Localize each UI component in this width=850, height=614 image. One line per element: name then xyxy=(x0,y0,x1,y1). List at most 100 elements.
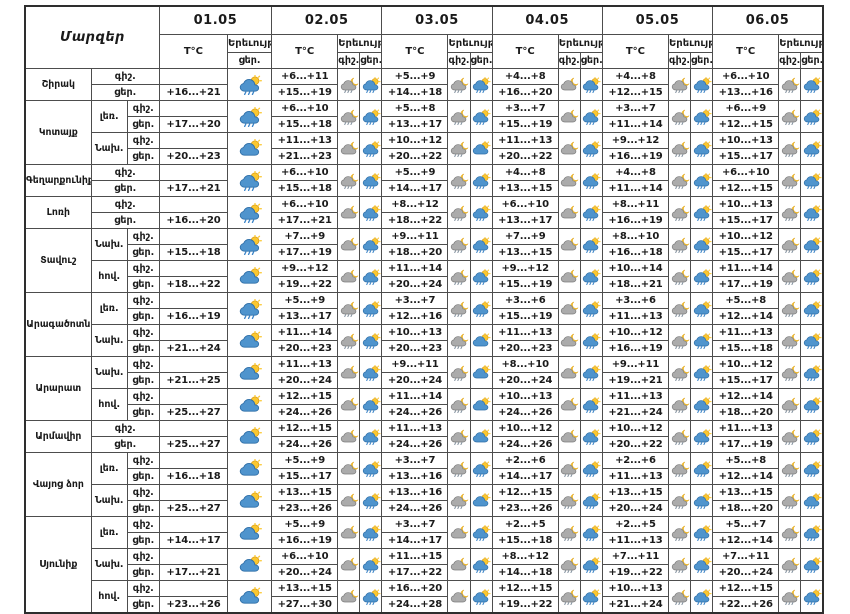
weather-icon-cell xyxy=(800,260,824,293)
temp-day-cell: +17...+22 xyxy=(381,564,449,581)
weather-icon-cell xyxy=(226,548,273,581)
sun-cloud-rain-icon xyxy=(362,140,381,157)
moon-cloud-icon xyxy=(561,429,579,442)
temp-night-cell: +5...+9 xyxy=(271,452,339,469)
moon-cloud-rain-icon xyxy=(450,205,469,221)
temp-night-cell: +13...+15 xyxy=(271,580,339,597)
temp-night-cell: +13...+15 xyxy=(271,484,339,501)
temp-day-cell: +19...+22 xyxy=(271,276,339,293)
sun-cloud-rain-icon xyxy=(583,108,601,125)
weather-icon-cell xyxy=(778,388,802,421)
weather-icon-cell xyxy=(579,356,603,389)
temp-night-cell xyxy=(158,356,228,373)
weather-icon-cell xyxy=(800,228,824,261)
temp-night-cell: +6...+11 xyxy=(271,68,339,85)
weather-icon-cell xyxy=(359,388,383,421)
time-night-cell: գիշ. xyxy=(126,452,160,469)
weather-icon-cell xyxy=(778,196,802,229)
weather-icon-cell xyxy=(778,356,802,389)
sun-cloud-rain-icon xyxy=(693,492,712,509)
weather-icon-cell xyxy=(337,324,361,357)
weather-icon-cell xyxy=(778,132,802,165)
weather-icon-cell xyxy=(557,132,581,165)
time-night-cell: գիշ. xyxy=(126,580,160,597)
night-subheader: գիշ. xyxy=(447,52,471,69)
moon-cloud-rain-icon xyxy=(781,109,800,125)
moon-cloud-rain-icon xyxy=(781,397,800,413)
sun-cloud-rain-icon xyxy=(362,556,381,573)
date-header: 03.05 xyxy=(381,5,493,35)
sun-cloud-rain-icon xyxy=(693,108,712,125)
weather-icon-cell xyxy=(557,548,581,581)
time-night-cell: գիշ. xyxy=(90,196,160,213)
weather-icon-cell xyxy=(690,100,714,133)
temp-night-cell: +10...+13 xyxy=(381,324,449,341)
weather-icon-cell xyxy=(226,580,273,614)
time-day-cell: ցեր. xyxy=(90,436,160,453)
table-row: Գեղարքունիք գիշ. +6...+10 +5...+9 +4...+8 +4.… xyxy=(24,164,824,197)
weather-icon-cell xyxy=(359,580,383,614)
weather-icon-cell xyxy=(226,68,273,101)
weather-icon-cell xyxy=(557,100,581,133)
weather-icon-cell xyxy=(359,484,383,517)
weather-icon-cell xyxy=(226,324,273,357)
moon-cloud-rain-icon xyxy=(781,525,800,541)
temp-night-cell: +10...+12 xyxy=(712,356,780,373)
temp-night-cell: +11...+15 xyxy=(381,548,449,565)
moon-cloud-rain-icon xyxy=(340,109,359,125)
temp-day-cell: +15...+19 xyxy=(491,116,559,133)
temp-day-cell: +16...+21 xyxy=(158,84,228,101)
moon-cloud-icon xyxy=(340,429,359,442)
sun-cloud-rain-icon xyxy=(583,300,601,317)
time-day-cell: ցեր. xyxy=(126,532,160,549)
temp-day-cell: +13...+17 xyxy=(381,116,449,133)
temp-night-cell: +12...+14 xyxy=(712,388,780,405)
time-day-cell: ցեր. xyxy=(126,340,160,357)
sun-cloud-rain-icon xyxy=(362,428,381,445)
moon-cloud-icon xyxy=(561,365,579,378)
weather-icon-cell xyxy=(690,324,714,357)
moon-cloud-rain-icon xyxy=(671,493,689,509)
temp-night-cell: +11...+14 xyxy=(381,260,449,277)
sun-cloud-rain-icon xyxy=(583,428,601,445)
table-row: Լոռի գիշ. +6...+10 +8...+12 +6...+10 +8...+11… xyxy=(24,196,824,229)
temp-night-cell: +2...+5 xyxy=(601,516,669,533)
temp-night-cell: +11...+14 xyxy=(712,260,780,277)
moon-cloud-rain-icon xyxy=(671,173,689,189)
sun-cloud-rain-icon xyxy=(803,460,822,477)
sun-cloud-rain-icon xyxy=(362,364,381,381)
moon-cloud-rain-icon xyxy=(671,429,689,445)
weather-icon-cell xyxy=(800,388,824,421)
weather-icon-cell xyxy=(447,484,471,517)
region-cell: Լոռի xyxy=(24,196,92,229)
weather-icon-cell xyxy=(690,484,714,517)
sun-cloud-rain-icon xyxy=(362,396,381,413)
table-row: ցեր. +15...+18 +17...+19 +18...+20 +13...+15… xyxy=(25,244,823,261)
temp-day-cell: +20...+23 xyxy=(271,340,339,357)
weather-icon-cell xyxy=(337,548,361,581)
temp-night-cell: +10...+13 xyxy=(712,132,780,149)
temp-day-cell: +15...+19 xyxy=(271,84,339,101)
moon-cloud-icon xyxy=(561,397,579,410)
sun-cloud-rain-icon xyxy=(693,364,712,381)
sun-cloud-rain-icon xyxy=(803,108,822,125)
region-cell: Կոտայք xyxy=(24,100,92,165)
moon-cloud-rain-icon xyxy=(450,173,469,189)
weather-icon-cell xyxy=(226,100,273,133)
time-day-cell: ցեր. xyxy=(126,276,160,293)
weather-icon-cell xyxy=(226,292,273,325)
temp-night-cell xyxy=(158,228,228,245)
weather-icon-cell xyxy=(800,420,824,453)
sun-cloud-rain-icon xyxy=(362,268,381,285)
night-subheader: գիշ. xyxy=(778,52,802,69)
temp-day-cell: +13...+17 xyxy=(271,308,339,325)
temp-night-cell: +9...+11 xyxy=(381,228,449,245)
temp-day-cell: +20...+23 xyxy=(491,340,559,357)
sun-cloud-rain-icon xyxy=(803,236,822,253)
time-day-cell: ցեր. xyxy=(90,84,160,101)
sun-cloud-rain-icon xyxy=(583,364,601,381)
table-row: Արարատ Նախ. գիշ. +11...+13 +9...+11 +8...+10 +… xyxy=(24,356,824,421)
temp-night-cell: +8...+10 xyxy=(491,356,559,373)
temp-day-cell: +14...+17 xyxy=(491,468,559,485)
temp-day-cell: +12...+14 xyxy=(712,308,780,325)
